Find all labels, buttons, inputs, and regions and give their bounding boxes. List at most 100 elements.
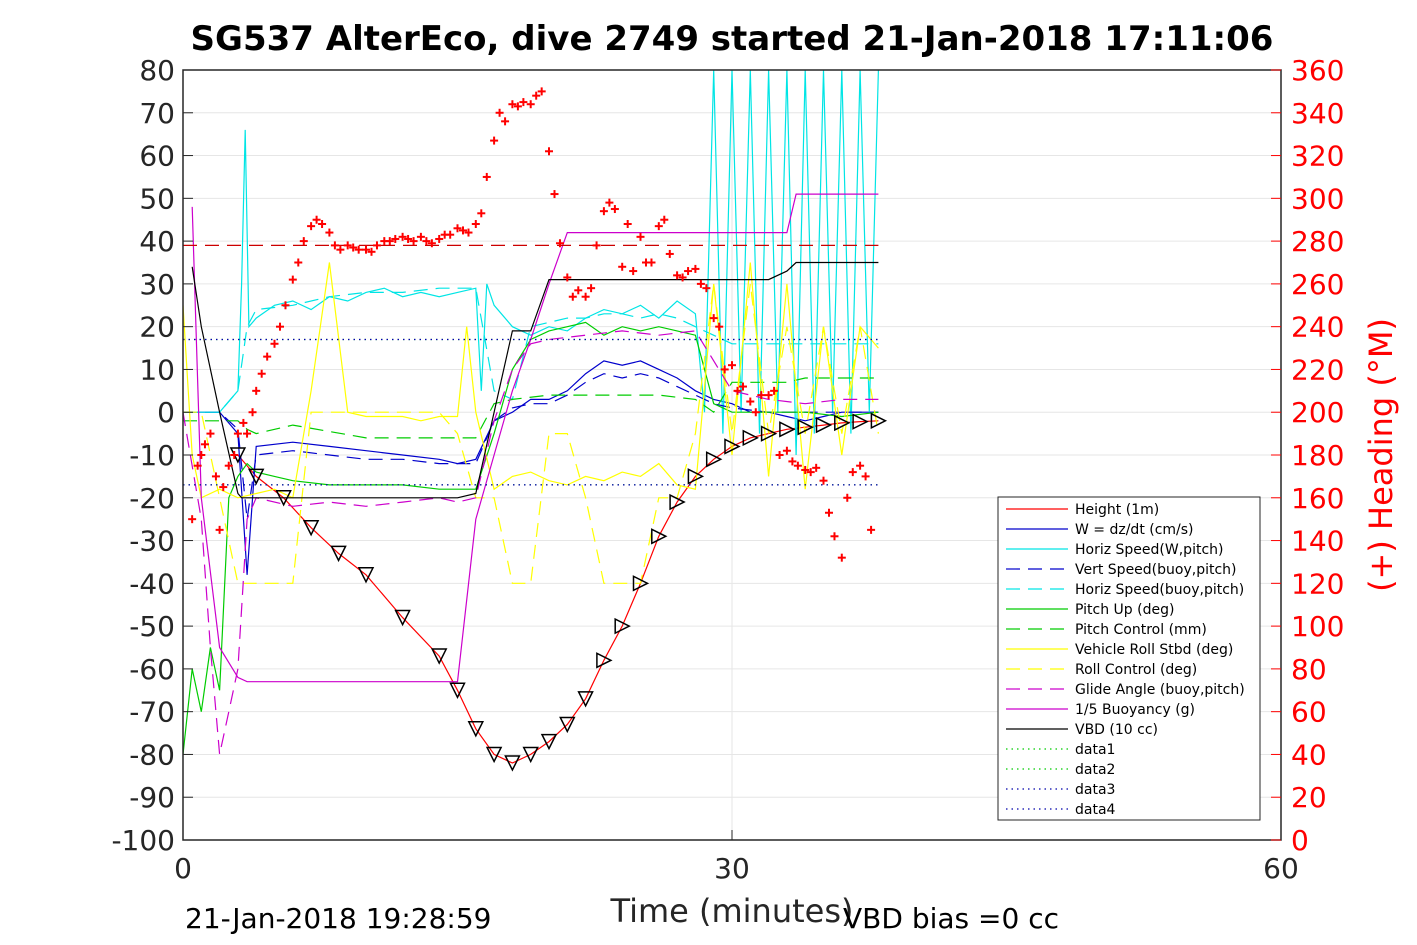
depth-marker — [651, 528, 668, 545]
heading-point — [230, 451, 239, 459]
depth-marker — [742, 429, 759, 447]
y-tick-right: 60 — [1291, 696, 1327, 729]
heading-point — [801, 465, 810, 474]
depth-marker — [504, 755, 521, 772]
series-line-roll — [183, 262, 879, 499]
y-tick-left: -30 — [129, 525, 175, 558]
heading-point — [385, 237, 394, 246]
depth-marker — [394, 609, 411, 627]
heading-point — [206, 429, 215, 438]
heading-point — [715, 322, 724, 331]
chart-title: SG537 AlterEco, dive 2749 started 21-Jan… — [191, 19, 1274, 59]
heading-point — [647, 258, 656, 267]
y-tick-left: -60 — [129, 653, 175, 686]
heading-point — [751, 408, 760, 417]
heading-point — [599, 207, 608, 216]
heading-point — [270, 339, 279, 348]
y-tick-right: 300 — [1291, 182, 1344, 215]
heading-point — [636, 232, 645, 241]
legend-label-height: Height (1m) — [1075, 502, 1159, 518]
heading-point — [275, 322, 284, 331]
heading-point — [563, 273, 572, 282]
heading-point — [318, 220, 327, 228]
heading-point — [343, 241, 352, 250]
legend-label-w: W = dz/dt (cm/s) — [1075, 522, 1194, 538]
y-tick-left: -20 — [129, 482, 175, 515]
heading-point — [233, 429, 242, 438]
heading-point — [477, 209, 486, 218]
heading-point — [519, 98, 528, 107]
y-tick-left: -90 — [129, 781, 175, 814]
heading-point — [788, 457, 797, 466]
y-tick-left: 10 — [139, 353, 175, 386]
depth-marker — [687, 468, 705, 485]
depth-marker — [596, 652, 613, 669]
depth-marker — [852, 413, 869, 430]
heading-point — [555, 239, 564, 248]
series-line-pitch_control — [183, 377, 879, 439]
legend: Height (1m) W = dz/dt (cm/s) Horiz Speed(W… — [997, 496, 1261, 821]
heading-point — [239, 418, 248, 427]
depth-marker — [760, 425, 778, 442]
y-tick-right: 100 — [1291, 610, 1344, 643]
depth-marker — [540, 733, 558, 751]
heading-point — [830, 532, 839, 541]
heading-point — [673, 271, 682, 280]
heading-point — [257, 369, 266, 378]
heading-point — [848, 468, 857, 477]
depth-marker — [430, 648, 448, 665]
x-tick: 30 — [714, 852, 750, 885]
x-axis-label: Time (minutes) — [610, 892, 854, 930]
heading-point — [197, 451, 206, 459]
heading-point — [545, 147, 553, 156]
y-tick-right: 20 — [1291, 781, 1327, 814]
y-tick-left: -40 — [129, 567, 175, 600]
heading-point — [312, 215, 321, 224]
heading-point — [806, 468, 815, 477]
depth-marker — [577, 691, 594, 708]
heading-point — [702, 284, 711, 293]
depth-marker — [275, 490, 292, 507]
heading-point — [837, 553, 846, 562]
depth-marker — [870, 412, 888, 429]
series-line-vbd — [191, 261, 879, 499]
heading-point — [200, 440, 209, 449]
heading-point — [391, 234, 400, 243]
heading-point — [537, 87, 546, 96]
legend-label-buoyancy: 1/5 Buoyancy (g) — [1075, 702, 1195, 718]
footer-vbd-bias: VBD bias =0 cc — [843, 902, 1059, 935]
heading-point — [354, 245, 363, 254]
legend-label-horiz_speed_w: Horiz Speed(W,pitch) — [1075, 542, 1223, 558]
heading-point — [733, 386, 742, 395]
heading-point — [574, 286, 583, 295]
heading-point — [824, 508, 833, 517]
depth-marker — [559, 716, 576, 734]
heading-point — [336, 245, 345, 254]
y-tick-left: -100 — [111, 824, 175, 857]
heading-point — [482, 172, 491, 181]
heading-point — [224, 461, 233, 470]
y-tick-right: 160 — [1291, 482, 1344, 515]
legend-label-pitch_up: Pitch Up (deg) — [1075, 602, 1174, 618]
heading-point — [427, 239, 436, 248]
heading-point — [453, 224, 462, 233]
heading-point — [362, 245, 370, 254]
legend-label-data4: data4 — [1075, 802, 1116, 818]
heading-point — [592, 241, 601, 250]
heading-point — [568, 292, 577, 301]
heading-point — [409, 237, 418, 246]
heading-point — [252, 386, 261, 395]
heading-point — [263, 352, 272, 361]
heading-point — [775, 451, 784, 459]
legend-label-roll_control: Roll Control (deg) — [1075, 662, 1197, 678]
heading-point — [372, 241, 381, 250]
depth-marker — [247, 468, 265, 486]
y-tick-left: 70 — [139, 97, 175, 130]
y-tick-right: 0 — [1291, 824, 1309, 857]
heading-point — [330, 241, 339, 250]
heading-point — [819, 476, 828, 485]
depth-marker — [815, 416, 833, 434]
heading-point — [532, 91, 541, 100]
y-tick-right: 180 — [1291, 439, 1344, 472]
y-tick-right: 340 — [1291, 97, 1344, 130]
